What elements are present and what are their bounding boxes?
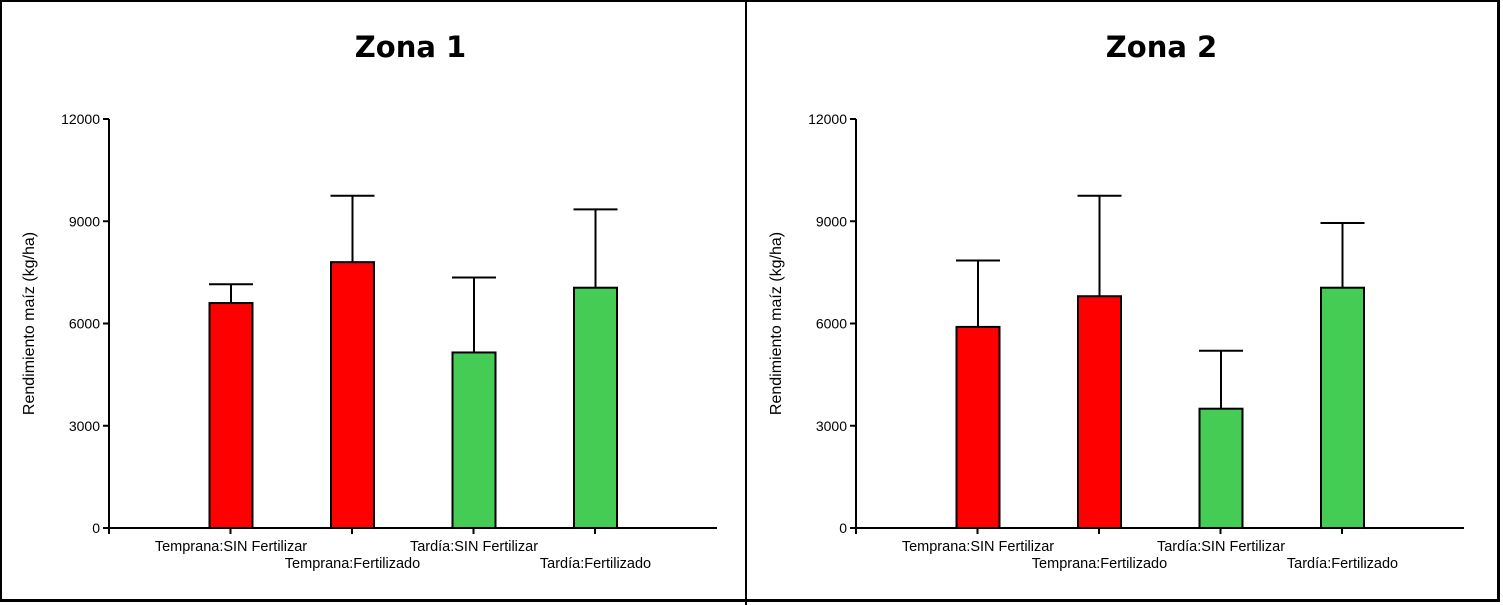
y-axis-label: Rendimiento maíz (kg/ha) xyxy=(768,232,785,415)
x-tick-label: Tardía:SIN Fertilizar xyxy=(410,539,538,555)
y-tick-label: 9000 xyxy=(69,213,100,229)
axes: 0 3000 6000 9000 12000 xyxy=(61,111,717,536)
x-tick-label: Temprana:SIN Fertilizar xyxy=(902,539,1054,555)
chart-panel-zona-2: Zona 2 0 3000 6000 9000 12000 Rendimiento maí… xyxy=(747,0,1500,602)
x-tick-label: Tardía:Fertilizado xyxy=(1287,556,1398,572)
y-tick-label: 3000 xyxy=(69,418,100,434)
chart-title-zona-2: Zona 2 xyxy=(1105,30,1218,64)
y-axis-label: Rendimiento maíz (kg/ha) xyxy=(21,232,38,415)
chart-panel-zona-1: Zona 1 0 3000 6000 9000 12000 Rendimiento maí… xyxy=(0,0,745,602)
y-tick-label: 0 xyxy=(839,520,847,536)
y-tick-label: 3000 xyxy=(816,418,847,434)
chart-zona-2: 0 3000 6000 9000 12000 Rendimiento maíz (kg/h… xyxy=(768,111,1464,572)
x-tick-label: Temprana:SIN Fertilizar xyxy=(155,539,307,555)
panel-divider xyxy=(745,0,747,605)
y-tick-label: 0 xyxy=(92,520,100,536)
axes: 0 3000 6000 9000 12000 xyxy=(808,111,1464,536)
bar xyxy=(208,302,254,529)
bar xyxy=(573,286,618,529)
bar xyxy=(330,261,375,529)
y-tick-label: 6000 xyxy=(69,316,100,332)
chart-zona-1: 0 3000 6000 9000 12000 Rendimiento maíz (kg/h… xyxy=(21,111,717,572)
x-tick-label: Temprana:Fertilizado xyxy=(285,556,420,572)
bar xyxy=(1077,295,1122,529)
y-tick-label: 12000 xyxy=(808,111,847,127)
bar xyxy=(451,351,497,529)
bar xyxy=(955,325,1001,529)
x-tick-label: Tardía:Fertilizado xyxy=(540,556,651,572)
x-tick-label: Temprana:Fertilizado xyxy=(1032,556,1167,572)
y-tick-label: 9000 xyxy=(816,213,847,229)
x-tick-label: Tardía:SIN Fertilizar xyxy=(1157,539,1285,555)
bar xyxy=(1320,286,1365,529)
chart-title-zona-1: Zona 1 xyxy=(354,30,467,64)
y-tick-label: 12000 xyxy=(61,111,100,127)
bar xyxy=(1198,407,1244,530)
y-tick-label: 6000 xyxy=(816,316,847,332)
